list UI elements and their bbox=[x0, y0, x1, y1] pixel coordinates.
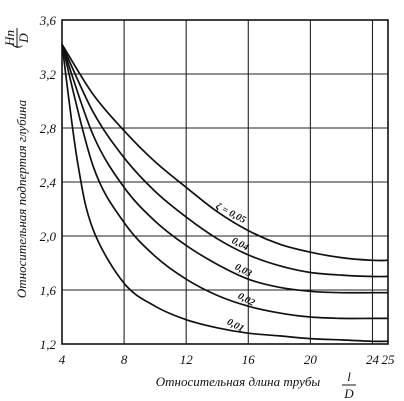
y-tick-label: 1,2 bbox=[40, 337, 57, 352]
x-fraction-denominator: D bbox=[343, 386, 354, 401]
series-line bbox=[61, 44, 388, 294]
tick-labels: 4 8 12 16 20 24 25 1,2 1,6 2,0 2,4 2,8 3,2 3,6 bbox=[39, 13, 395, 367]
y-axis-fraction: ( Hп D bbox=[2, 28, 31, 48]
x-tick-label: 8 bbox=[121, 352, 128, 367]
curves bbox=[61, 43, 389, 343]
y-fraction-paren-open: ( bbox=[8, 43, 23, 48]
series-line bbox=[61, 43, 389, 278]
grid bbox=[61, 19, 389, 345]
y-fraction-numerator: Hп bbox=[2, 30, 17, 47]
y-fraction-denominator: D bbox=[16, 33, 31, 44]
y-tick-label: 1,6 bbox=[40, 283, 57, 298]
x-tick-label: 20 bbox=[304, 352, 318, 367]
x-tick-label: 16 bbox=[242, 352, 256, 367]
curve-labels: ζ = 0,050,040,030,020,01 bbox=[214, 201, 257, 335]
x-tick-label: 24 bbox=[366, 352, 380, 367]
x-axis-fraction: l D bbox=[342, 369, 356, 401]
series-line bbox=[61, 44, 389, 343]
x-tick-label: 4 bbox=[59, 352, 66, 367]
series-line bbox=[61, 44, 388, 320]
x-tick-label: 25 bbox=[382, 352, 396, 367]
y-tick-label: 3,2 bbox=[39, 67, 57, 82]
y-axis-label-group: Относительная подпертая глубина bbox=[14, 99, 29, 298]
x-axis-label: Относительная длина трубы bbox=[156, 374, 321, 389]
y-tick-label: 2,8 bbox=[40, 121, 57, 136]
x-tick-label: 12 bbox=[180, 352, 194, 367]
y-tick-label: 3,6 bbox=[39, 13, 57, 28]
y-tick-label: 2,0 bbox=[40, 229, 57, 244]
series-line bbox=[61, 43, 389, 262]
y-axis-label: Относительная подпертая глубина bbox=[14, 99, 29, 298]
y-tick-label: 2,4 bbox=[40, 175, 57, 190]
x-fraction-numerator: l bbox=[347, 369, 351, 384]
